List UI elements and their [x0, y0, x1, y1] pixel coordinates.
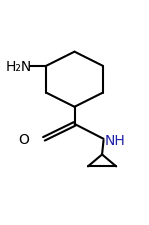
Text: H₂N: H₂N — [6, 60, 32, 74]
Text: NH: NH — [104, 133, 125, 147]
Text: O: O — [18, 133, 29, 146]
